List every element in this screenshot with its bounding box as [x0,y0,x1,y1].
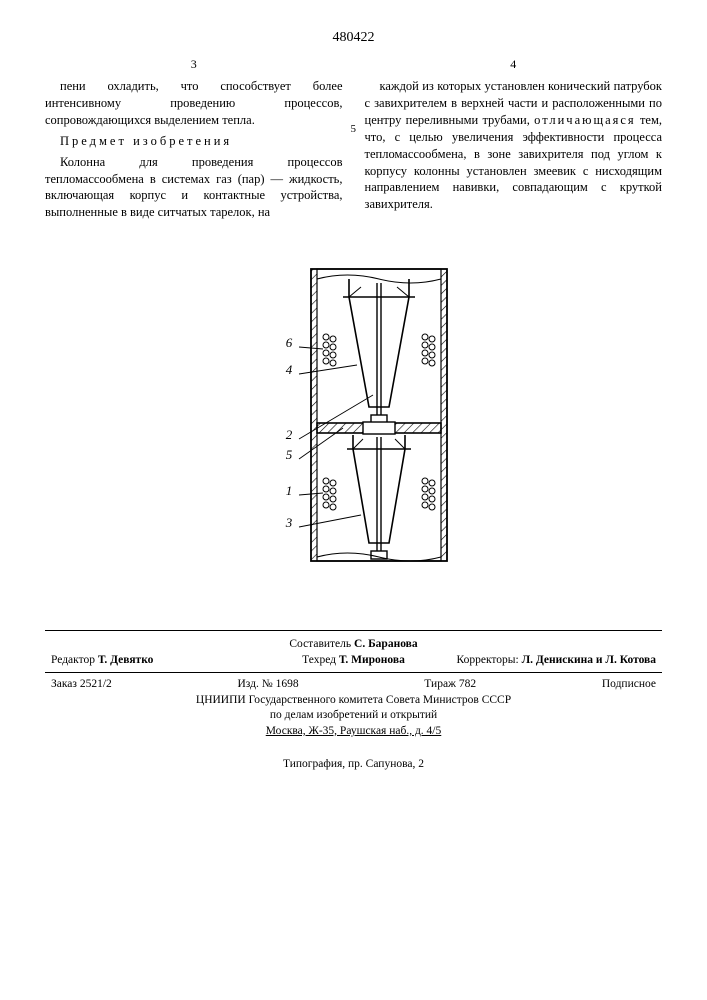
compiler-line: Составитель С. Баранова [45,637,662,653]
column-diagram: 6 4 2 5 1 3 [249,265,459,565]
org-line-1: ЦНИИПИ Государственного комитета Совета … [45,693,662,709]
print-info-row: Заказ 2521/2 Изд. № 1698 Тираж 782 Подпи… [45,677,662,693]
line-number-marker: 5 [351,122,357,137]
document-number: 480422 [45,30,662,46]
claim-heading: Предмет изобретения [45,133,343,150]
address-line: Москва, Ж-35, Раушская наб., д. 4/5 [266,724,442,740]
fig-label-6: 6 [285,335,292,350]
figure-container: 6 4 2 5 1 3 [45,265,662,570]
text-columns: 3 пени охладить, что способствует более … [45,56,662,225]
typography-line: Типография, пр. Сапунова, 2 [45,757,662,773]
fig-label-1: 1 [285,483,292,498]
imprint-block: Составитель С. Баранова Редактор Т. Девя… [45,630,662,773]
fig-label-5: 5 [285,447,292,462]
credits-row: Редактор Т. Девятко Техред Т. Миронова К… [45,653,662,669]
coil-lower-left [323,478,336,510]
left-column: 3 пени охладить, что способствует более … [45,56,343,225]
order-cell: Заказ 2521/2 [51,677,112,693]
right-column: 4 5 каждой из которых установлен коничес… [365,56,663,225]
subscription-cell: Подписное [602,677,656,693]
correctors-cell: Корректоры: Л. Денискина и Л. Котова [454,653,656,669]
coil-lower-right [422,478,435,510]
right-column-number: 4 [365,56,663,72]
editor-cell: Редактор Т. Девятко [51,653,253,669]
fig-label-3: 3 [284,515,292,530]
coil-upper-right [422,334,435,366]
emphasis-word: отличающаяся [534,113,636,127]
page: 480422 3 пени охладить, что способствует… [0,0,707,793]
coil-upper-left [323,334,336,366]
izd-cell: Изд. № 1698 [237,677,298,693]
tirazh-cell: Тираж 782 [424,677,476,693]
left-column-number: 3 [45,56,343,72]
left-para-2: Колонна для проведения процессов теплома… [45,154,343,222]
org-line-2: по делам изобретений и открытий [45,708,662,724]
left-para-1: пени охладить, что способствует более ин… [45,78,343,129]
fig-label-2: 2 [285,427,292,442]
tech-cell: Техред Т. Миронова [253,653,455,669]
fig-label-4: 4 [285,362,292,377]
right-para-1: каждой из которых установлен конический … [365,78,663,213]
